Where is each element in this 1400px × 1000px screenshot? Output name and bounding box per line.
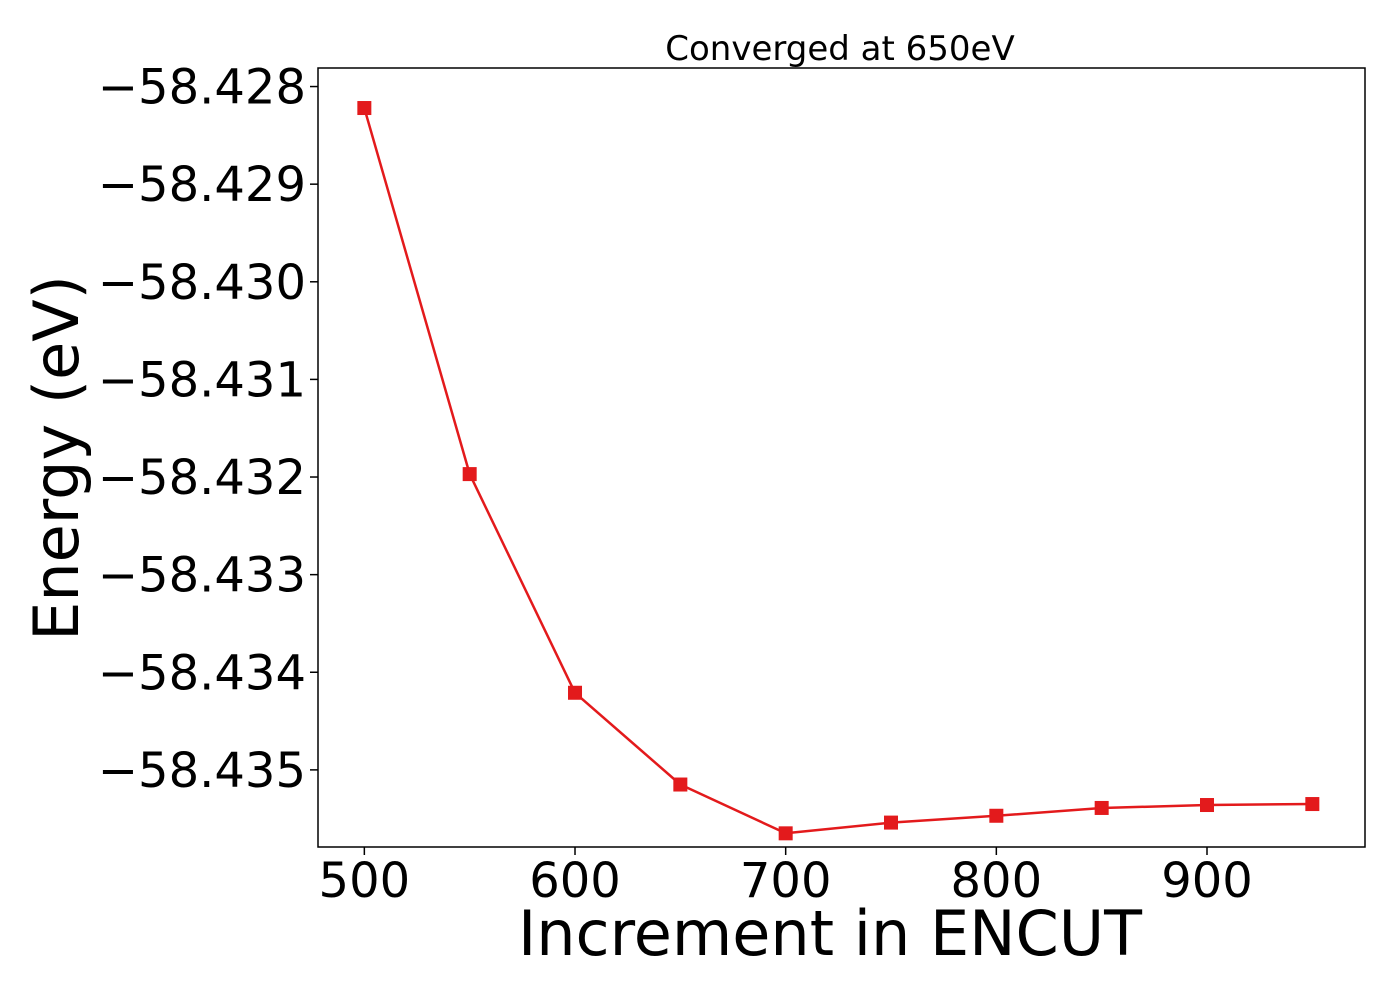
- data-point-marker: [1305, 797, 1320, 812]
- x-tick-label: 700: [740, 853, 832, 909]
- chart-title: Converged at 650eV: [665, 29, 1014, 69]
- y-tick-label: −58.434: [98, 645, 306, 701]
- data-series-layer: [357, 101, 1320, 841]
- y-axis-label: Energy (eV): [20, 275, 93, 641]
- x-tick-label: 900: [1161, 853, 1253, 909]
- data-point-marker: [884, 815, 899, 830]
- y-tick-label: −58.431: [98, 352, 306, 408]
- y-tick-label: −58.432: [98, 450, 306, 506]
- x-tick-label: 600: [529, 853, 621, 909]
- plot-area-frame: [317, 67, 1366, 848]
- y-tick-label: −58.433: [98, 548, 306, 604]
- y-tick-label: −58.430: [98, 255, 306, 311]
- x-tick-label: 800: [951, 853, 1043, 909]
- y-axis-ticks: −58.428 −58.429 −58.430 −58.431 −58.432 −58.4…: [98, 60, 318, 799]
- data-point-marker: [568, 685, 583, 700]
- data-point-marker: [1094, 800, 1109, 815]
- y-tick-label: −58.428: [98, 60, 306, 116]
- y-tick-label: −58.435: [98, 743, 306, 799]
- y-tick-label: −58.429: [98, 157, 306, 213]
- data-point-marker: [1200, 798, 1215, 813]
- x-axis-ticks: 500 600 700 800 900: [319, 847, 1253, 909]
- data-point-marker: [989, 808, 1004, 823]
- data-point-marker: [357, 101, 372, 116]
- series-line: [363, 107, 1313, 835]
- data-point-marker: [462, 467, 477, 482]
- data-point-marker: [778, 826, 793, 841]
- x-axis-label: Increment in ENCUT: [518, 897, 1143, 970]
- x-tick-label: 500: [319, 853, 411, 909]
- data-point-marker: [673, 777, 688, 792]
